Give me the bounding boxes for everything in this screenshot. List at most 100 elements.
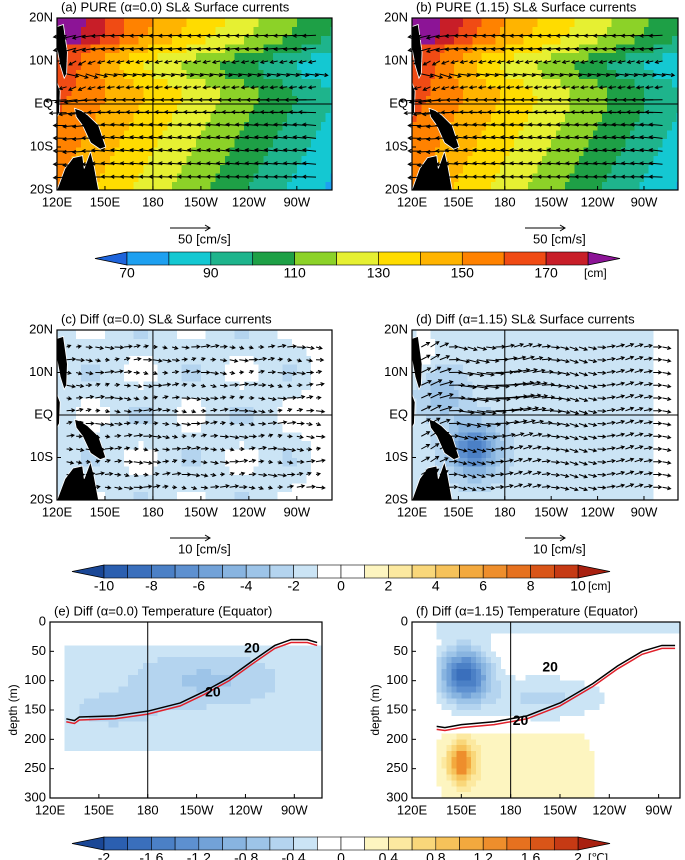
field-cell	[268, 364, 274, 374]
field-cell	[220, 474, 226, 484]
field-cell	[186, 457, 192, 467]
field-cell	[527, 415, 534, 425]
field-cell	[64, 657, 71, 664]
field-cell	[606, 491, 613, 501]
field-cell	[518, 389, 524, 399]
field-cell	[133, 330, 140, 340]
field-cell	[90, 155, 96, 165]
field-cell	[320, 69, 327, 79]
field-cell	[272, 457, 279, 467]
field-cell	[176, 449, 183, 459]
field-cell	[162, 347, 168, 357]
field-cell	[239, 491, 245, 501]
field-cell	[84, 774, 90, 781]
field-cell	[560, 440, 566, 450]
field-cell	[653, 61, 659, 71]
field-cell	[124, 181, 130, 191]
field-cell	[229, 423, 236, 433]
field-cell	[172, 164, 178, 174]
field-cell	[64, 727, 71, 735]
field-cell	[453, 466, 459, 476]
field-cell	[574, 181, 580, 191]
field-cell	[74, 733, 80, 740]
field-cell	[66, 372, 72, 382]
field-cell	[186, 129, 192, 139]
field-cell	[449, 330, 455, 340]
field-cell	[325, 172, 332, 182]
field-cell	[606, 372, 613, 382]
field-cell	[421, 389, 427, 399]
field-cell	[61, 18, 68, 28]
field-cell	[89, 710, 95, 717]
field-cell	[89, 668, 95, 676]
field-cell	[630, 381, 636, 391]
field-cell	[114, 338, 120, 348]
field-cell	[61, 449, 68, 459]
field-cell	[162, 78, 168, 88]
field-cell	[109, 35, 116, 45]
field-cell	[167, 432, 173, 442]
field-cell	[320, 95, 327, 105]
field-cell	[64, 704, 71, 711]
field-cell	[569, 449, 575, 459]
field-cell	[181, 155, 188, 165]
field-cell	[504, 406, 511, 416]
field-cell	[50, 762, 56, 770]
field-cell	[172, 121, 178, 131]
field-cell	[653, 104, 659, 114]
field-cell	[109, 355, 116, 365]
field-cell	[490, 449, 497, 459]
field-cell	[592, 483, 599, 493]
field-cell	[430, 129, 436, 139]
field-cell	[653, 372, 659, 382]
field-cell	[301, 112, 308, 122]
field-cell	[287, 104, 293, 114]
field-cell	[606, 172, 613, 182]
field-cell	[671, 381, 678, 391]
field-cell	[611, 381, 617, 391]
field-cell	[648, 364, 654, 374]
field-cell	[606, 338, 613, 348]
field-cell	[412, 164, 418, 174]
field-cell	[523, 415, 529, 425]
field-cell	[143, 330, 149, 340]
field-cell	[200, 138, 207, 148]
field-cell	[176, 61, 183, 71]
field-cell	[66, 432, 72, 442]
field-cell	[667, 147, 673, 157]
field-cell	[234, 181, 240, 191]
field-cell	[268, 172, 274, 182]
field-cell	[504, 147, 511, 157]
field-cell	[597, 449, 603, 459]
field-cell	[518, 440, 524, 450]
field-cell	[277, 138, 284, 148]
field-cell	[133, 338, 140, 348]
field-cell	[486, 78, 492, 88]
field-cell	[421, 398, 427, 408]
field-cell	[93, 686, 100, 693]
field-cell	[486, 415, 492, 425]
field-cell	[504, 86, 511, 96]
field-cell	[602, 415, 608, 425]
field-cell	[200, 415, 207, 425]
field-cell	[653, 86, 659, 96]
field-cell	[653, 466, 659, 476]
field-cell	[296, 147, 303, 157]
field-cell	[325, 181, 332, 191]
field-cell	[80, 78, 87, 88]
field-cell	[272, 61, 279, 71]
field-cell	[152, 86, 159, 96]
field-cell	[95, 474, 101, 484]
field-cell	[551, 372, 557, 382]
field-cell	[425, 104, 432, 114]
field-cell	[268, 164, 274, 174]
field-cell	[133, 35, 140, 45]
field-cell	[59, 627, 66, 635]
field-cell	[69, 774, 76, 781]
field-cell	[172, 52, 178, 62]
field-cell	[104, 474, 111, 484]
field-cell	[523, 432, 529, 442]
field-cell	[320, 52, 327, 62]
field-cell	[287, 129, 293, 139]
field-cell	[80, 86, 87, 96]
